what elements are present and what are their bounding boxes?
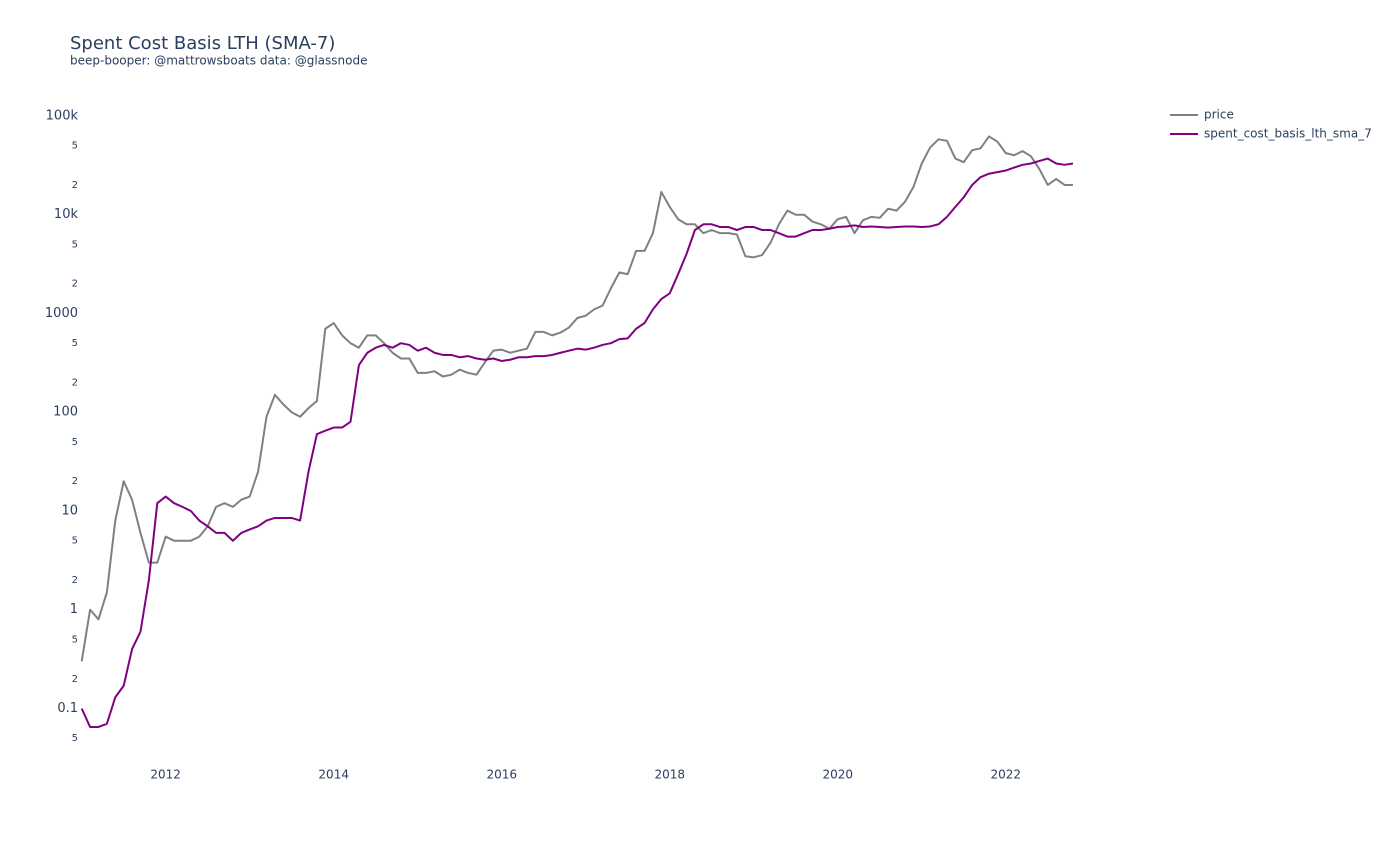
y-tick-label: 5 — [72, 141, 78, 152]
y-tick-label: 1 — [70, 602, 78, 617]
y-tick-label: 0.1 — [57, 701, 78, 716]
y-tick-label: 5 — [72, 634, 78, 645]
series-line — [80, 157, 1074, 728]
y-tick-label: 5 — [72, 733, 78, 744]
chart-subtitle: beep-booper: @mattrowsboats data: @glass… — [70, 54, 367, 68]
x-tick-label: 2020 — [822, 768, 853, 782]
y-tick-label: 2 — [72, 377, 78, 388]
y-tick-label: 10 — [61, 503, 78, 518]
legend-label: price — [1204, 108, 1234, 122]
y-tick-label: 5 — [72, 239, 78, 250]
y-tick-label: 2 — [72, 279, 78, 290]
y-tick-label: 2 — [72, 575, 78, 586]
y-tick-label: 5 — [72, 536, 78, 547]
y-tick-label: 2 — [72, 476, 78, 487]
x-tick-label: 2016 — [486, 768, 517, 782]
legend-label: spent_cost_basis_lth_sma_7 — [1204, 127, 1372, 141]
chart-title: Spent Cost Basis LTH (SMA-7) — [70, 33, 335, 54]
y-tick-label: 10k — [54, 207, 79, 222]
y-tick-label: 5 — [72, 338, 78, 349]
y-tick-label: 2 — [72, 674, 78, 685]
x-tick-label: 2014 — [318, 768, 349, 782]
x-tick-label: 2012 — [150, 768, 181, 782]
y-tick-label: 100 — [53, 405, 78, 420]
y-tick-label: 5 — [72, 437, 78, 448]
y-tick-label: 2 — [72, 180, 78, 191]
x-tick-label: 2018 — [654, 768, 685, 782]
x-tick-label: 2022 — [990, 768, 1021, 782]
y-tick-label: 1000 — [45, 306, 78, 321]
y-tick-label: 100k — [46, 108, 79, 123]
series-line — [80, 135, 1073, 662]
